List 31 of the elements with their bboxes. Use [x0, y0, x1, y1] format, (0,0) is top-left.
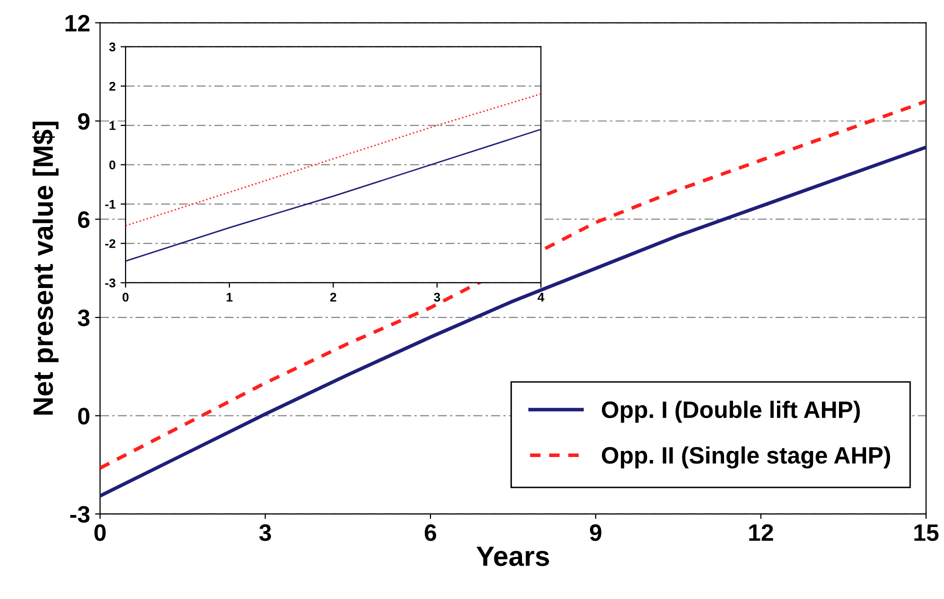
line-series — [126, 93, 541, 226]
x-tick-label: 4 — [538, 292, 544, 302]
x-tick-label: 2 — [330, 292, 336, 302]
y-axis-title: Net present value [M$] — [32, 122, 59, 415]
y-tick-label: 9 — [78, 113, 90, 130]
x-tick-label: 6 — [424, 524, 436, 542]
x-tick-label: 9 — [590, 524, 602, 542]
x-tick-label: 12 — [749, 524, 774, 541]
x-axis-title: Years — [476, 546, 550, 566]
line-series — [100, 100, 926, 470]
y-tick-label: -2 — [105, 239, 116, 248]
y-tick-label: 3 — [78, 310, 90, 326]
x-tick-label: 3 — [259, 524, 271, 542]
line-series — [100, 145, 926, 498]
y-tick-label: 12 — [66, 14, 90, 32]
y-tick-label: 2 — [109, 82, 116, 91]
y-tick-label: 6 — [78, 211, 90, 228]
y-tick-label: 1 — [110, 121, 116, 130]
y-tick-label: -1 — [105, 200, 116, 209]
x-tick-label: 1 — [226, 292, 233, 302]
x-tick-label: 3 — [434, 292, 440, 302]
y-tick-label: -3 — [105, 278, 116, 288]
line-series — [126, 128, 541, 262]
y-tick-label: 0 — [78, 408, 90, 424]
x-tick-label: 15 — [914, 524, 939, 542]
x-tick-label: 0 — [122, 292, 129, 302]
y-tick-label: 3 — [109, 42, 116, 52]
legend-label: Opp. II (Single stage AHP) — [602, 446, 890, 469]
y-tick-label: 0 — [109, 160, 116, 170]
legend-label: Opp. I (Double lift AHP) — [602, 400, 860, 423]
y-tick-label: -3 — [70, 506, 90, 523]
